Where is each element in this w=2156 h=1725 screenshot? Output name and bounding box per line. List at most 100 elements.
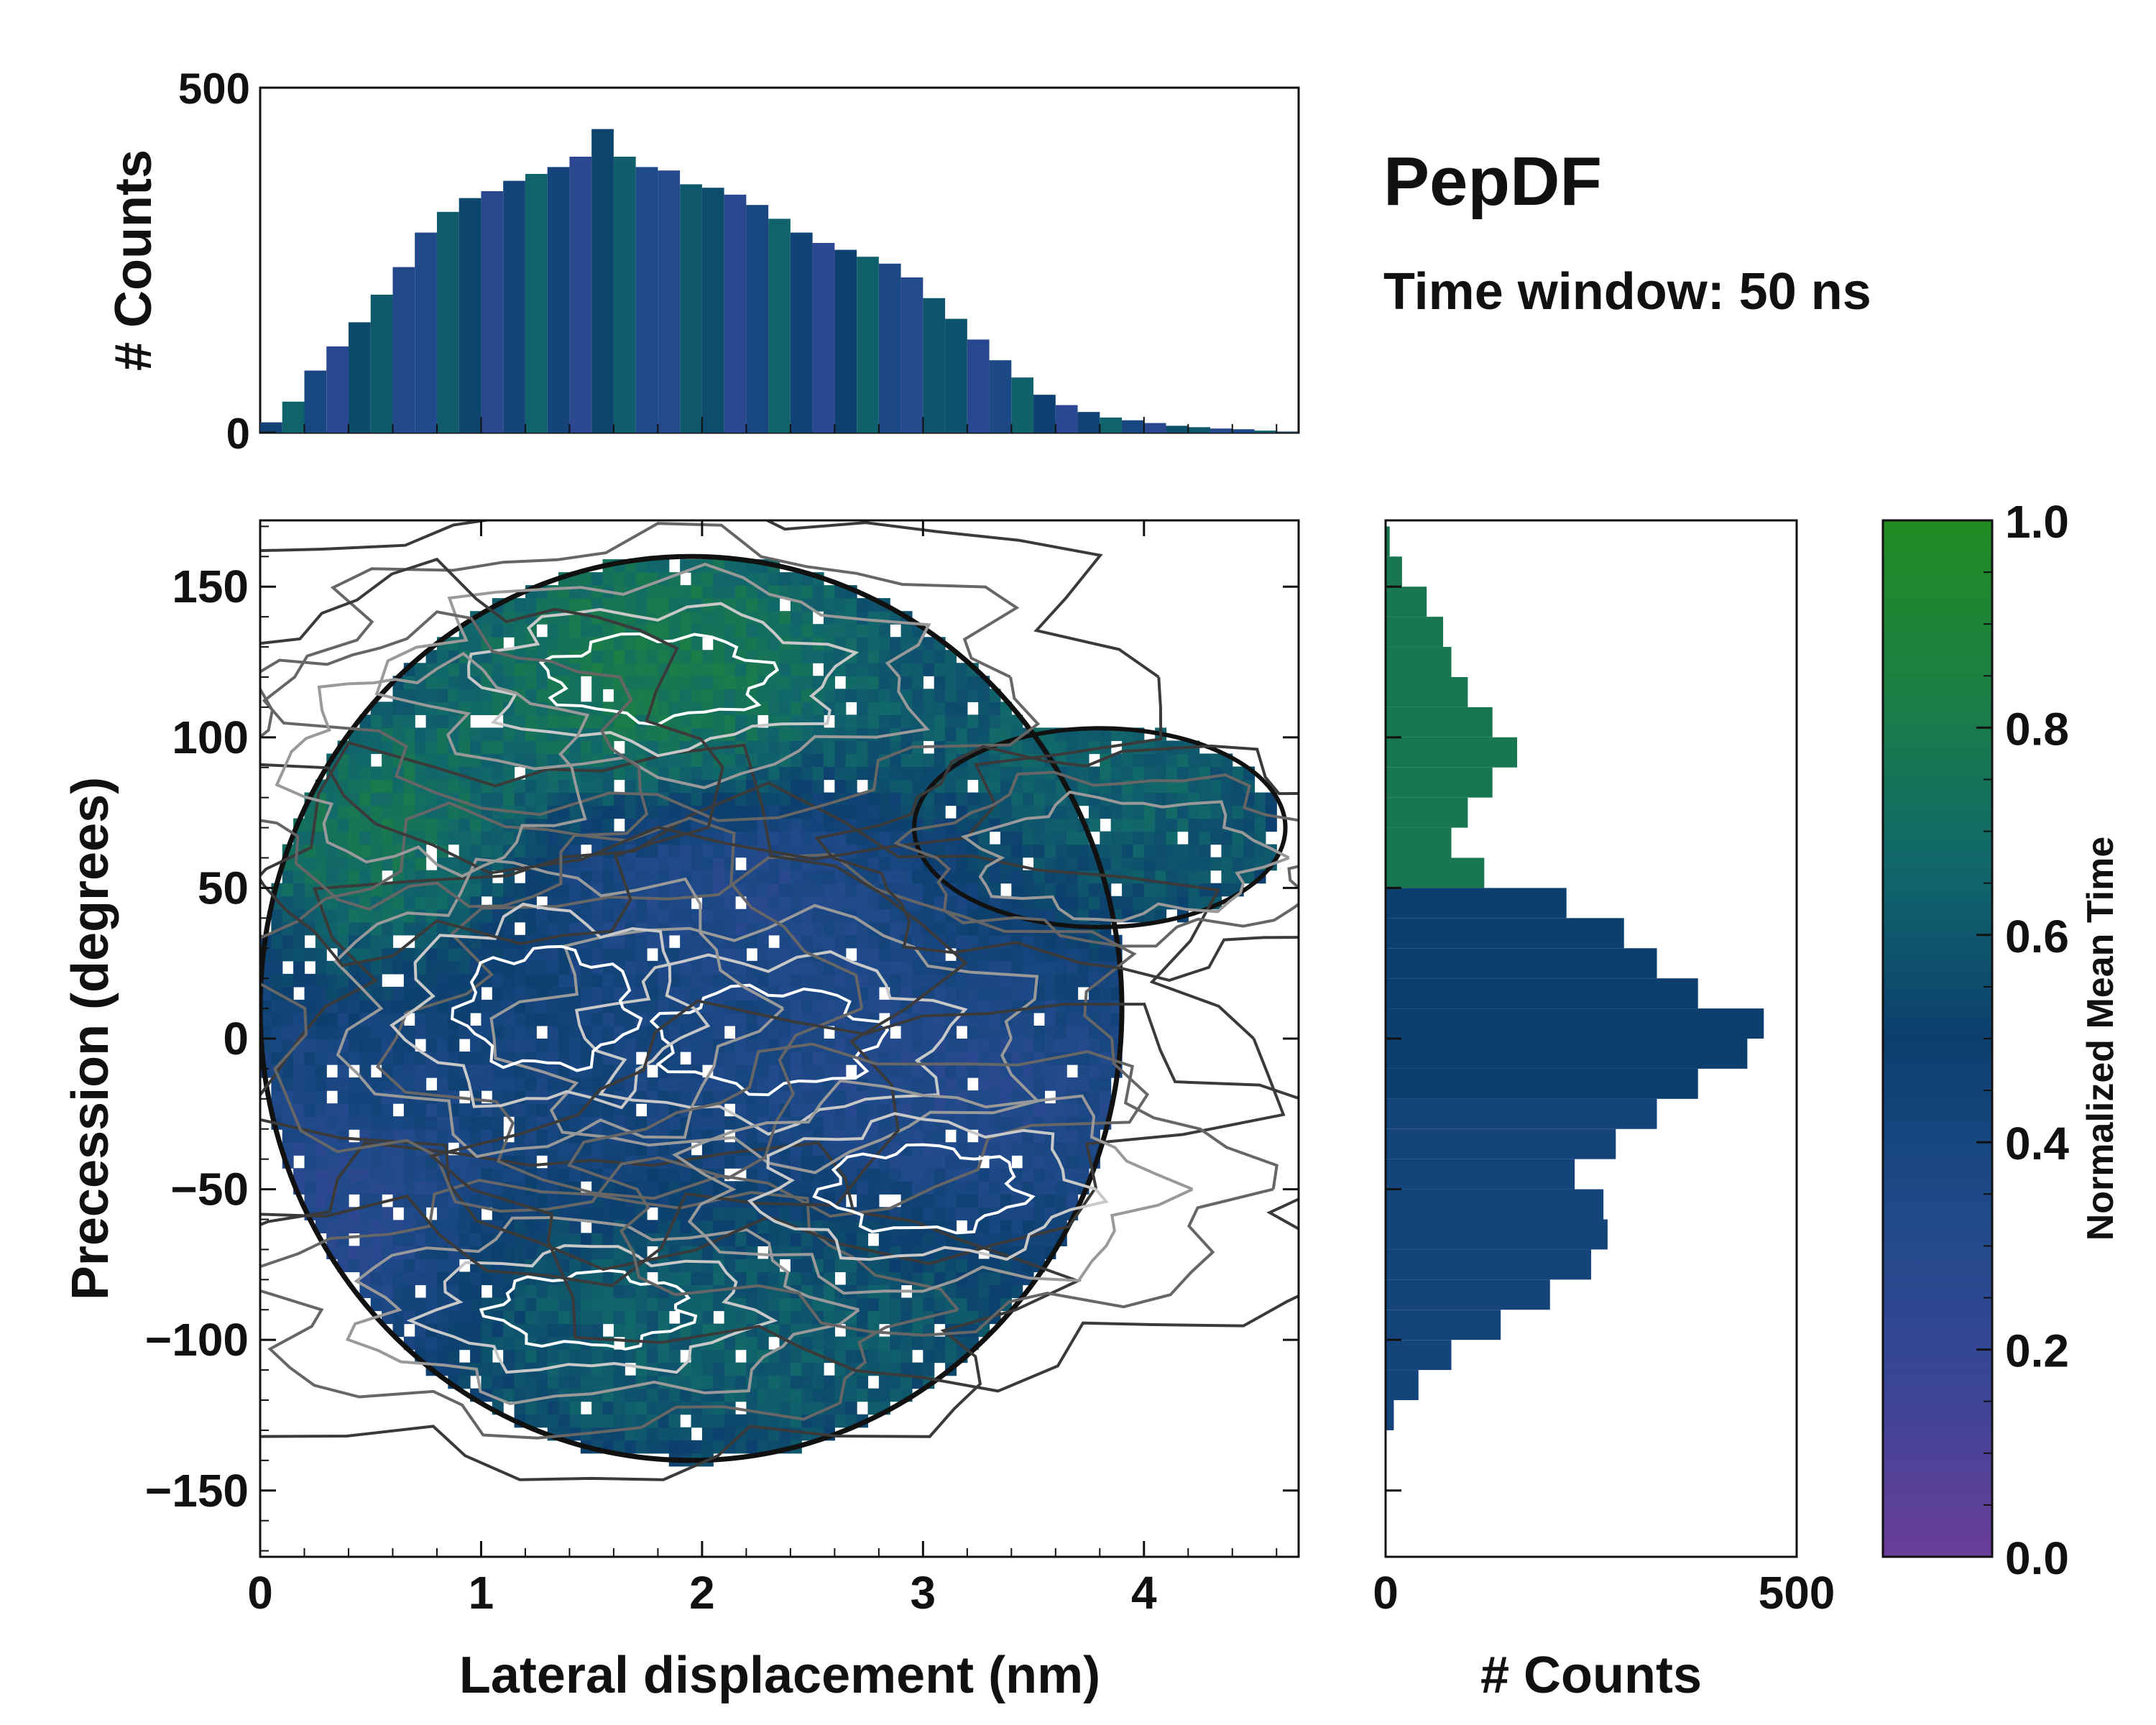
heatmap-cell (536, 986, 548, 1000)
heatmap-cell (867, 947, 880, 962)
heatmap-cell (613, 714, 625, 728)
heatmap-cell (956, 870, 968, 884)
heatmap-cell (779, 1246, 791, 1260)
heatmap-cell (403, 908, 415, 923)
heatmap-cell (691, 934, 703, 949)
heatmap-cell (867, 1181, 880, 1195)
heatmap-cell (525, 676, 537, 689)
heatmap-cell (1155, 792, 1167, 806)
heatmap-cell (326, 908, 338, 923)
heatmap-cell (481, 1336, 493, 1351)
heatmap-cell (382, 934, 394, 949)
heatmap-cell (878, 1349, 890, 1363)
heatmap-cell (790, 766, 802, 781)
heatmap-cell (370, 779, 382, 794)
heatmap-cell (503, 1375, 515, 1389)
heatmap-cell (514, 702, 526, 715)
heatmap-cell (382, 805, 394, 819)
heatmap-cell (625, 1388, 637, 1402)
heatmap-cell (801, 624, 814, 638)
heatmap-cell (978, 1012, 990, 1026)
heatmap-cell (1000, 1259, 1012, 1273)
heatmap-cell (967, 1142, 979, 1156)
heatmap-cell (547, 740, 559, 755)
heatmap-cell (967, 1025, 979, 1039)
heatmap-cell (425, 1233, 438, 1246)
heatmap-cell (900, 1025, 913, 1039)
heatmap-cell (569, 1220, 581, 1233)
contour-line (374, 562, 931, 790)
heatmap-cell (492, 1271, 504, 1286)
heatmap-cell (536, 792, 548, 806)
contour-line (275, 651, 590, 878)
heatmap-cell (1077, 727, 1089, 742)
heatmap-cell (1011, 1064, 1023, 1078)
heatmap-cell (1011, 844, 1023, 858)
heatmap-cell (1088, 883, 1100, 897)
heatmap-cell (359, 960, 372, 975)
heatmap-cell (459, 1233, 471, 1246)
heatmap-cell (481, 844, 493, 858)
heatmap-cell (701, 1220, 714, 1233)
heatmap-cell (602, 1025, 614, 1039)
colorbar-label: Normalized Mean Time (2080, 837, 2122, 1241)
heatmap-cell (459, 727, 471, 742)
heatmap-cell (359, 1025, 372, 1039)
heatmap-cell (757, 1336, 769, 1351)
heatmap-cell (890, 740, 902, 755)
heatmap-cell (415, 960, 427, 975)
heatmap-cell (724, 1310, 736, 1325)
heatmap-cell (525, 740, 537, 755)
heatmap-cell (613, 1349, 625, 1363)
heatmap-cell (801, 1052, 814, 1065)
heatmap-cell (878, 1052, 890, 1065)
heatmap-cell (470, 792, 482, 806)
heatmap-cell (978, 999, 990, 1013)
heatmap-cell (701, 1271, 714, 1286)
heatmap-cell (492, 1168, 504, 1182)
heatmap-cell (547, 1414, 559, 1428)
heatmap-cell (415, 689, 427, 702)
heatmap-cell (382, 1168, 394, 1182)
heatmap-cell (911, 1271, 923, 1286)
heatmap-cell (989, 973, 1001, 988)
heatmap-cell (514, 663, 526, 676)
heatmap-cell (602, 1284, 614, 1299)
heatmap-cell (569, 1039, 581, 1052)
heatmap-cell (668, 1090, 681, 1104)
heatmap-cell (547, 1349, 559, 1363)
heatmap-cell (525, 1246, 537, 1260)
heatmap-cell (459, 740, 471, 755)
heatmap-cell (635, 650, 648, 663)
heatmap-cell (547, 1129, 559, 1143)
heatmap-cell (625, 1323, 637, 1338)
heatmap-cell (635, 1401, 648, 1415)
heatmap-cell (801, 1064, 814, 1078)
heatmap-cell (448, 1336, 460, 1351)
heatmap-cell (989, 1168, 1001, 1182)
heatmap-cell (1022, 805, 1034, 819)
heatmap-cell (945, 1310, 957, 1325)
heatmap-cell (801, 1155, 814, 1169)
main-xtick-label: 4 (1131, 1567, 1157, 1619)
heatmap-cell (591, 1284, 604, 1299)
top-histogram-bar (746, 205, 769, 433)
heatmap-cell (602, 1142, 614, 1156)
heatmap-cell (923, 1271, 935, 1286)
heatmap-cell (392, 792, 405, 806)
heatmap-cell (425, 1284, 438, 1299)
heatmap-cell (1143, 883, 1156, 897)
heatmap-cell (878, 650, 890, 663)
heatmap-cell (680, 766, 692, 781)
heatmap-cell (967, 676, 979, 689)
heatmap-cell (834, 766, 847, 781)
heatmap-cell (890, 1168, 902, 1182)
heatmap-cell (1000, 1090, 1012, 1104)
heatmap-cell (867, 637, 880, 650)
heatmap-cell (1000, 1271, 1012, 1286)
heatmap-cell (658, 1142, 670, 1156)
heatmap-cell (425, 1259, 438, 1273)
contour-line (489, 903, 1041, 1174)
heatmap-cell (945, 1103, 957, 1117)
heatmap-cell (359, 1052, 372, 1065)
